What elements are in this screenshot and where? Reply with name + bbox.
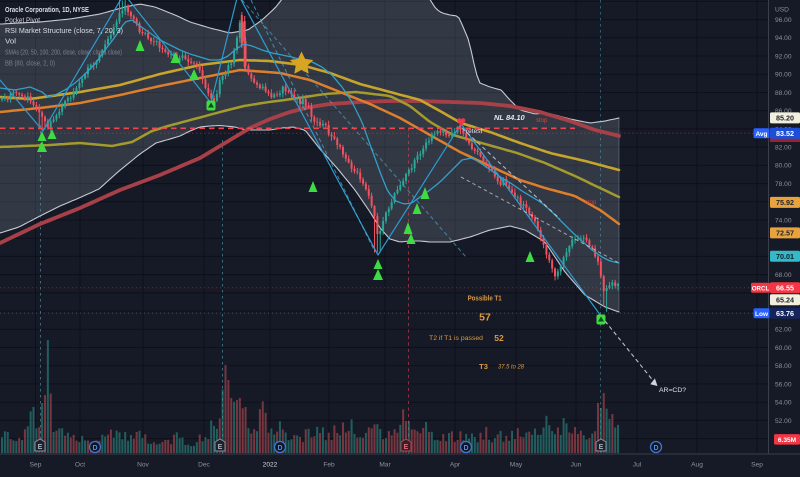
- svg-text:6.35M: 6.35M: [778, 437, 797, 444]
- svg-text:56.00: 56.00: [775, 381, 792, 388]
- svg-text:D: D: [277, 445, 282, 452]
- svg-text:63.76: 63.76: [776, 309, 794, 318]
- svg-text:83.52: 83.52: [776, 129, 794, 138]
- svg-text:stop: stop: [536, 118, 548, 124]
- svg-text:E: E: [38, 444, 43, 451]
- svg-text:Vol: Vol: [5, 39, 16, 46]
- svg-text:68.00: 68.00: [775, 272, 792, 279]
- svg-text:92.00: 92.00: [775, 54, 792, 61]
- svg-text:Sep: Sep: [751, 462, 763, 469]
- svg-text:Jul: Jul: [633, 462, 642, 469]
- svg-text:D: D: [653, 445, 658, 452]
- svg-text:2022: 2022: [263, 462, 278, 469]
- svg-text:Low: Low: [755, 311, 769, 318]
- svg-text:BB (80, close, 2, 0): BB (80, close, 2, 0): [5, 61, 55, 68]
- svg-text:Mar: Mar: [379, 462, 391, 469]
- svg-text:NL 84.10: NL 84.10: [494, 113, 526, 122]
- svg-text:66.55: 66.55: [776, 283, 794, 292]
- svg-text:57: 57: [479, 312, 491, 324]
- svg-text:retest: retest: [466, 128, 482, 135]
- svg-text:52.00: 52.00: [775, 418, 792, 425]
- svg-text:RSI Market Structure (close, 7: RSI Market Structure (close, 7, 20, 3): [5, 28, 123, 35]
- svg-text:D: D: [463, 445, 468, 452]
- svg-text:52: 52: [494, 333, 504, 343]
- svg-text:Possible T1: Possible T1: [468, 296, 502, 303]
- svg-text:65.24: 65.24: [776, 295, 794, 304]
- svg-text:Oct: Oct: [75, 462, 85, 469]
- svg-text:90.00: 90.00: [775, 72, 792, 79]
- svg-text:Avg: Avg: [755, 131, 767, 138]
- svg-text:Aug: Aug: [691, 462, 703, 469]
- svg-text:Jun: Jun: [571, 462, 582, 469]
- svg-text:94.00: 94.00: [775, 35, 792, 42]
- svg-text:Nov: Nov: [137, 462, 149, 469]
- svg-text:54.00: 54.00: [775, 400, 792, 407]
- svg-text:58.00: 58.00: [775, 363, 792, 370]
- svg-text:E: E: [404, 444, 409, 451]
- svg-text:62.00: 62.00: [775, 327, 792, 334]
- svg-text:Feb: Feb: [323, 462, 335, 469]
- svg-text:Sep: Sep: [30, 462, 42, 469]
- svg-text:E: E: [218, 444, 223, 451]
- svg-text:75.92: 75.92: [776, 198, 794, 207]
- svg-text:May: May: [510, 462, 523, 469]
- svg-text:72.57: 72.57: [776, 229, 794, 238]
- svg-text:AR=CD?: AR=CD?: [659, 387, 686, 394]
- svg-text:Pocket Pivot: Pocket Pivot: [5, 18, 40, 25]
- svg-text:USD: USD: [775, 7, 789, 14]
- svg-text:T2 if T1 is passed: T2 if T1 is passed: [429, 335, 483, 342]
- svg-text:60.00: 60.00: [775, 345, 792, 352]
- svg-text:78.00: 78.00: [775, 181, 792, 188]
- svg-text:88.00: 88.00: [775, 90, 792, 97]
- svg-text:80.00: 80.00: [775, 163, 792, 170]
- svg-text:Dec: Dec: [198, 462, 210, 469]
- svg-text:70.01: 70.01: [776, 252, 794, 261]
- svg-text:E: E: [599, 444, 604, 451]
- svg-text:D: D: [92, 445, 97, 452]
- svg-text:T3: T3: [479, 362, 488, 371]
- svg-text:ORCL: ORCL: [752, 285, 770, 292]
- svg-text:SMAs (20, 50, 100, 200, close,: SMAs (20, 50, 100, 200, close, close, cl…: [5, 50, 122, 57]
- svg-text:Apr: Apr: [450, 462, 461, 469]
- svg-text:74.00: 74.00: [775, 217, 792, 224]
- svg-text:stop: stop: [585, 200, 597, 206]
- svg-text:96.00: 96.00: [775, 17, 792, 24]
- svg-text:Oracle Corporation, 1D, NYSE: Oracle Corporation, 1D, NYSE: [5, 7, 89, 14]
- svg-text:85.20: 85.20: [776, 114, 794, 123]
- svg-text:37.5 to 28: 37.5 to 28: [498, 364, 524, 371]
- svg-text:82.00: 82.00: [775, 145, 792, 152]
